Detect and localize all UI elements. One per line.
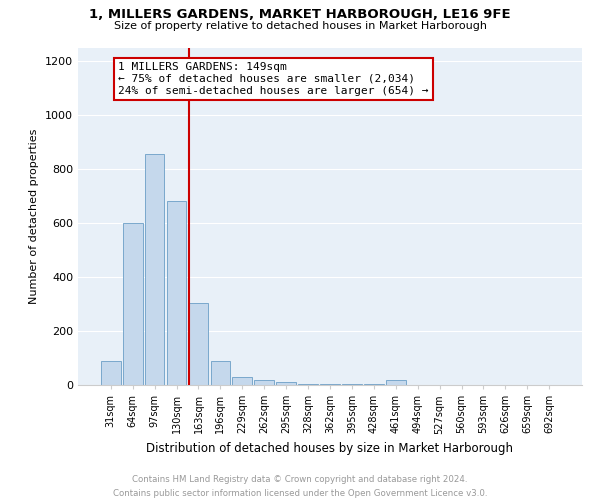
Bar xyxy=(123,223,143,385)
Y-axis label: Number of detached properties: Number of detached properties xyxy=(29,128,40,304)
Bar xyxy=(167,202,187,385)
Bar xyxy=(254,380,274,385)
Bar xyxy=(298,384,318,385)
Bar xyxy=(232,377,252,385)
Text: 1, MILLERS GARDENS, MARKET HARBOROUGH, LE16 9FE: 1, MILLERS GARDENS, MARKET HARBOROUGH, L… xyxy=(89,8,511,20)
Bar xyxy=(364,384,384,385)
Text: 1 MILLERS GARDENS: 149sqm
← 75% of detached houses are smaller (2,034)
24% of se: 1 MILLERS GARDENS: 149sqm ← 75% of detac… xyxy=(118,62,429,96)
Bar xyxy=(101,360,121,385)
Bar xyxy=(276,382,296,385)
Text: Size of property relative to detached houses in Market Harborough: Size of property relative to detached ho… xyxy=(113,21,487,31)
Bar xyxy=(145,154,164,385)
Bar xyxy=(320,384,340,385)
Bar xyxy=(386,380,406,385)
Bar xyxy=(188,302,208,385)
Bar xyxy=(211,360,230,385)
Text: Contains HM Land Registry data © Crown copyright and database right 2024.
Contai: Contains HM Land Registry data © Crown c… xyxy=(113,476,487,498)
Bar xyxy=(342,384,362,385)
X-axis label: Distribution of detached houses by size in Market Harborough: Distribution of detached houses by size … xyxy=(146,442,514,455)
